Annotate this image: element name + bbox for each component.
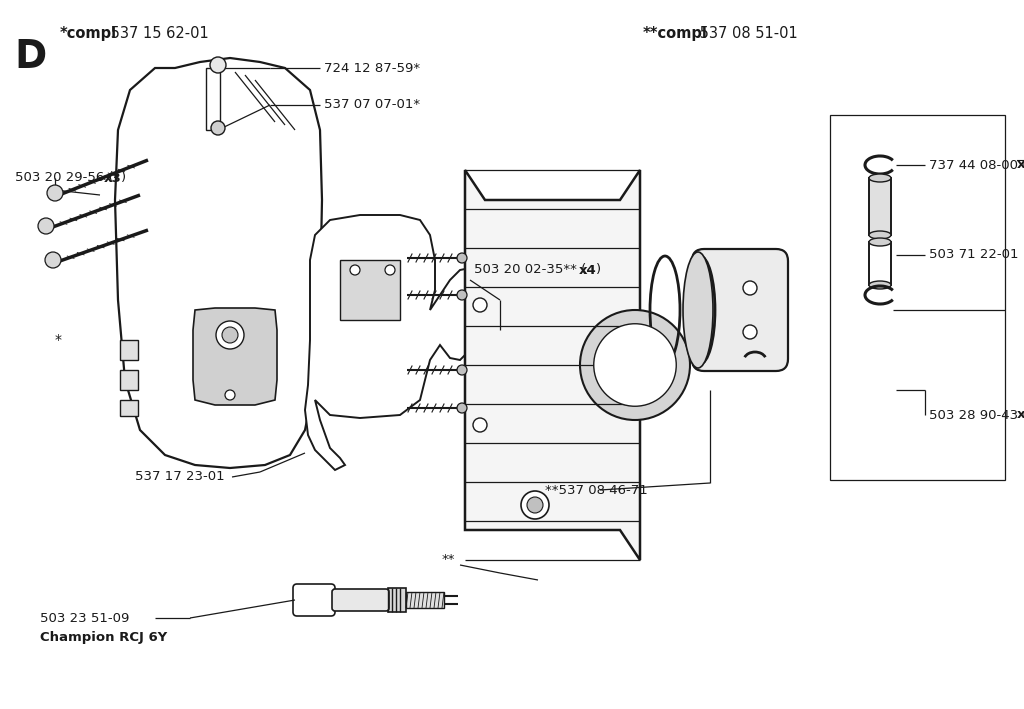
Text: **537 08 46-71: **537 08 46-71 [545,484,648,496]
Text: x2: x2 [1017,408,1024,421]
Text: ): ) [596,264,601,277]
FancyBboxPatch shape [293,584,335,616]
Circle shape [457,253,467,263]
Circle shape [216,321,244,349]
Ellipse shape [869,231,891,239]
Bar [206,68,220,130]
Circle shape [473,418,487,432]
Circle shape [350,265,360,275]
Bar [388,588,406,612]
Bar [340,260,400,320]
Text: 503 28 90-43 (: 503 28 90-43 ( [929,408,1024,421]
Circle shape [225,390,234,400]
Text: 537 15 62-01: 537 15 62-01 [106,26,209,41]
Circle shape [222,327,238,343]
Bar [869,242,891,285]
Text: *: * [55,333,62,347]
Text: 503 20 29-56 (: 503 20 29-56 ( [15,172,114,184]
Polygon shape [465,170,640,560]
FancyBboxPatch shape [692,249,788,371]
Circle shape [527,497,543,513]
Text: D: D [14,38,46,76]
Bar [869,178,891,235]
Circle shape [521,491,549,519]
Text: **compl: **compl [643,26,708,41]
Ellipse shape [683,252,713,368]
Circle shape [743,281,757,295]
Text: x3: x3 [104,172,122,184]
Circle shape [457,403,467,413]
Bar [830,115,1005,480]
Text: 503 23 51-09: 503 23 51-09 [40,611,129,625]
Circle shape [47,185,63,201]
Text: x4: x4 [579,264,597,277]
Circle shape [45,252,61,268]
Bar [406,592,444,608]
Circle shape [210,57,226,73]
Text: *compl: *compl [60,26,117,41]
Text: 737 44 08-00 (: 737 44 08-00 ( [929,159,1024,172]
Circle shape [211,121,225,135]
Circle shape [473,298,487,312]
Polygon shape [193,308,278,405]
Circle shape [457,365,467,375]
Polygon shape [120,340,138,360]
Ellipse shape [580,310,690,420]
Text: 503 20 02-35** (: 503 20 02-35** ( [474,264,587,277]
Text: 503 71 22-01: 503 71 22-01 [929,248,1019,262]
Polygon shape [305,215,470,470]
Ellipse shape [869,238,891,246]
Ellipse shape [869,174,891,182]
Polygon shape [120,400,138,416]
Ellipse shape [594,324,676,406]
Text: 537 17 23-01: 537 17 23-01 [135,471,224,484]
FancyBboxPatch shape [332,589,389,611]
Text: **: ** [442,554,456,566]
Polygon shape [120,370,138,390]
Circle shape [457,290,467,300]
Text: Champion RCJ 6Y: Champion RCJ 6Y [40,630,167,644]
Circle shape [385,265,395,275]
Text: 724 12 87-59*: 724 12 87-59* [324,62,420,74]
Text: x2: x2 [1017,159,1024,172]
Text: 537 07 07-01*: 537 07 07-01* [324,99,420,111]
Circle shape [743,325,757,339]
Text: ): ) [121,172,126,184]
Polygon shape [115,58,322,468]
Text: 537 08 51-01: 537 08 51-01 [695,26,798,41]
Circle shape [38,218,54,234]
Ellipse shape [869,281,891,289]
